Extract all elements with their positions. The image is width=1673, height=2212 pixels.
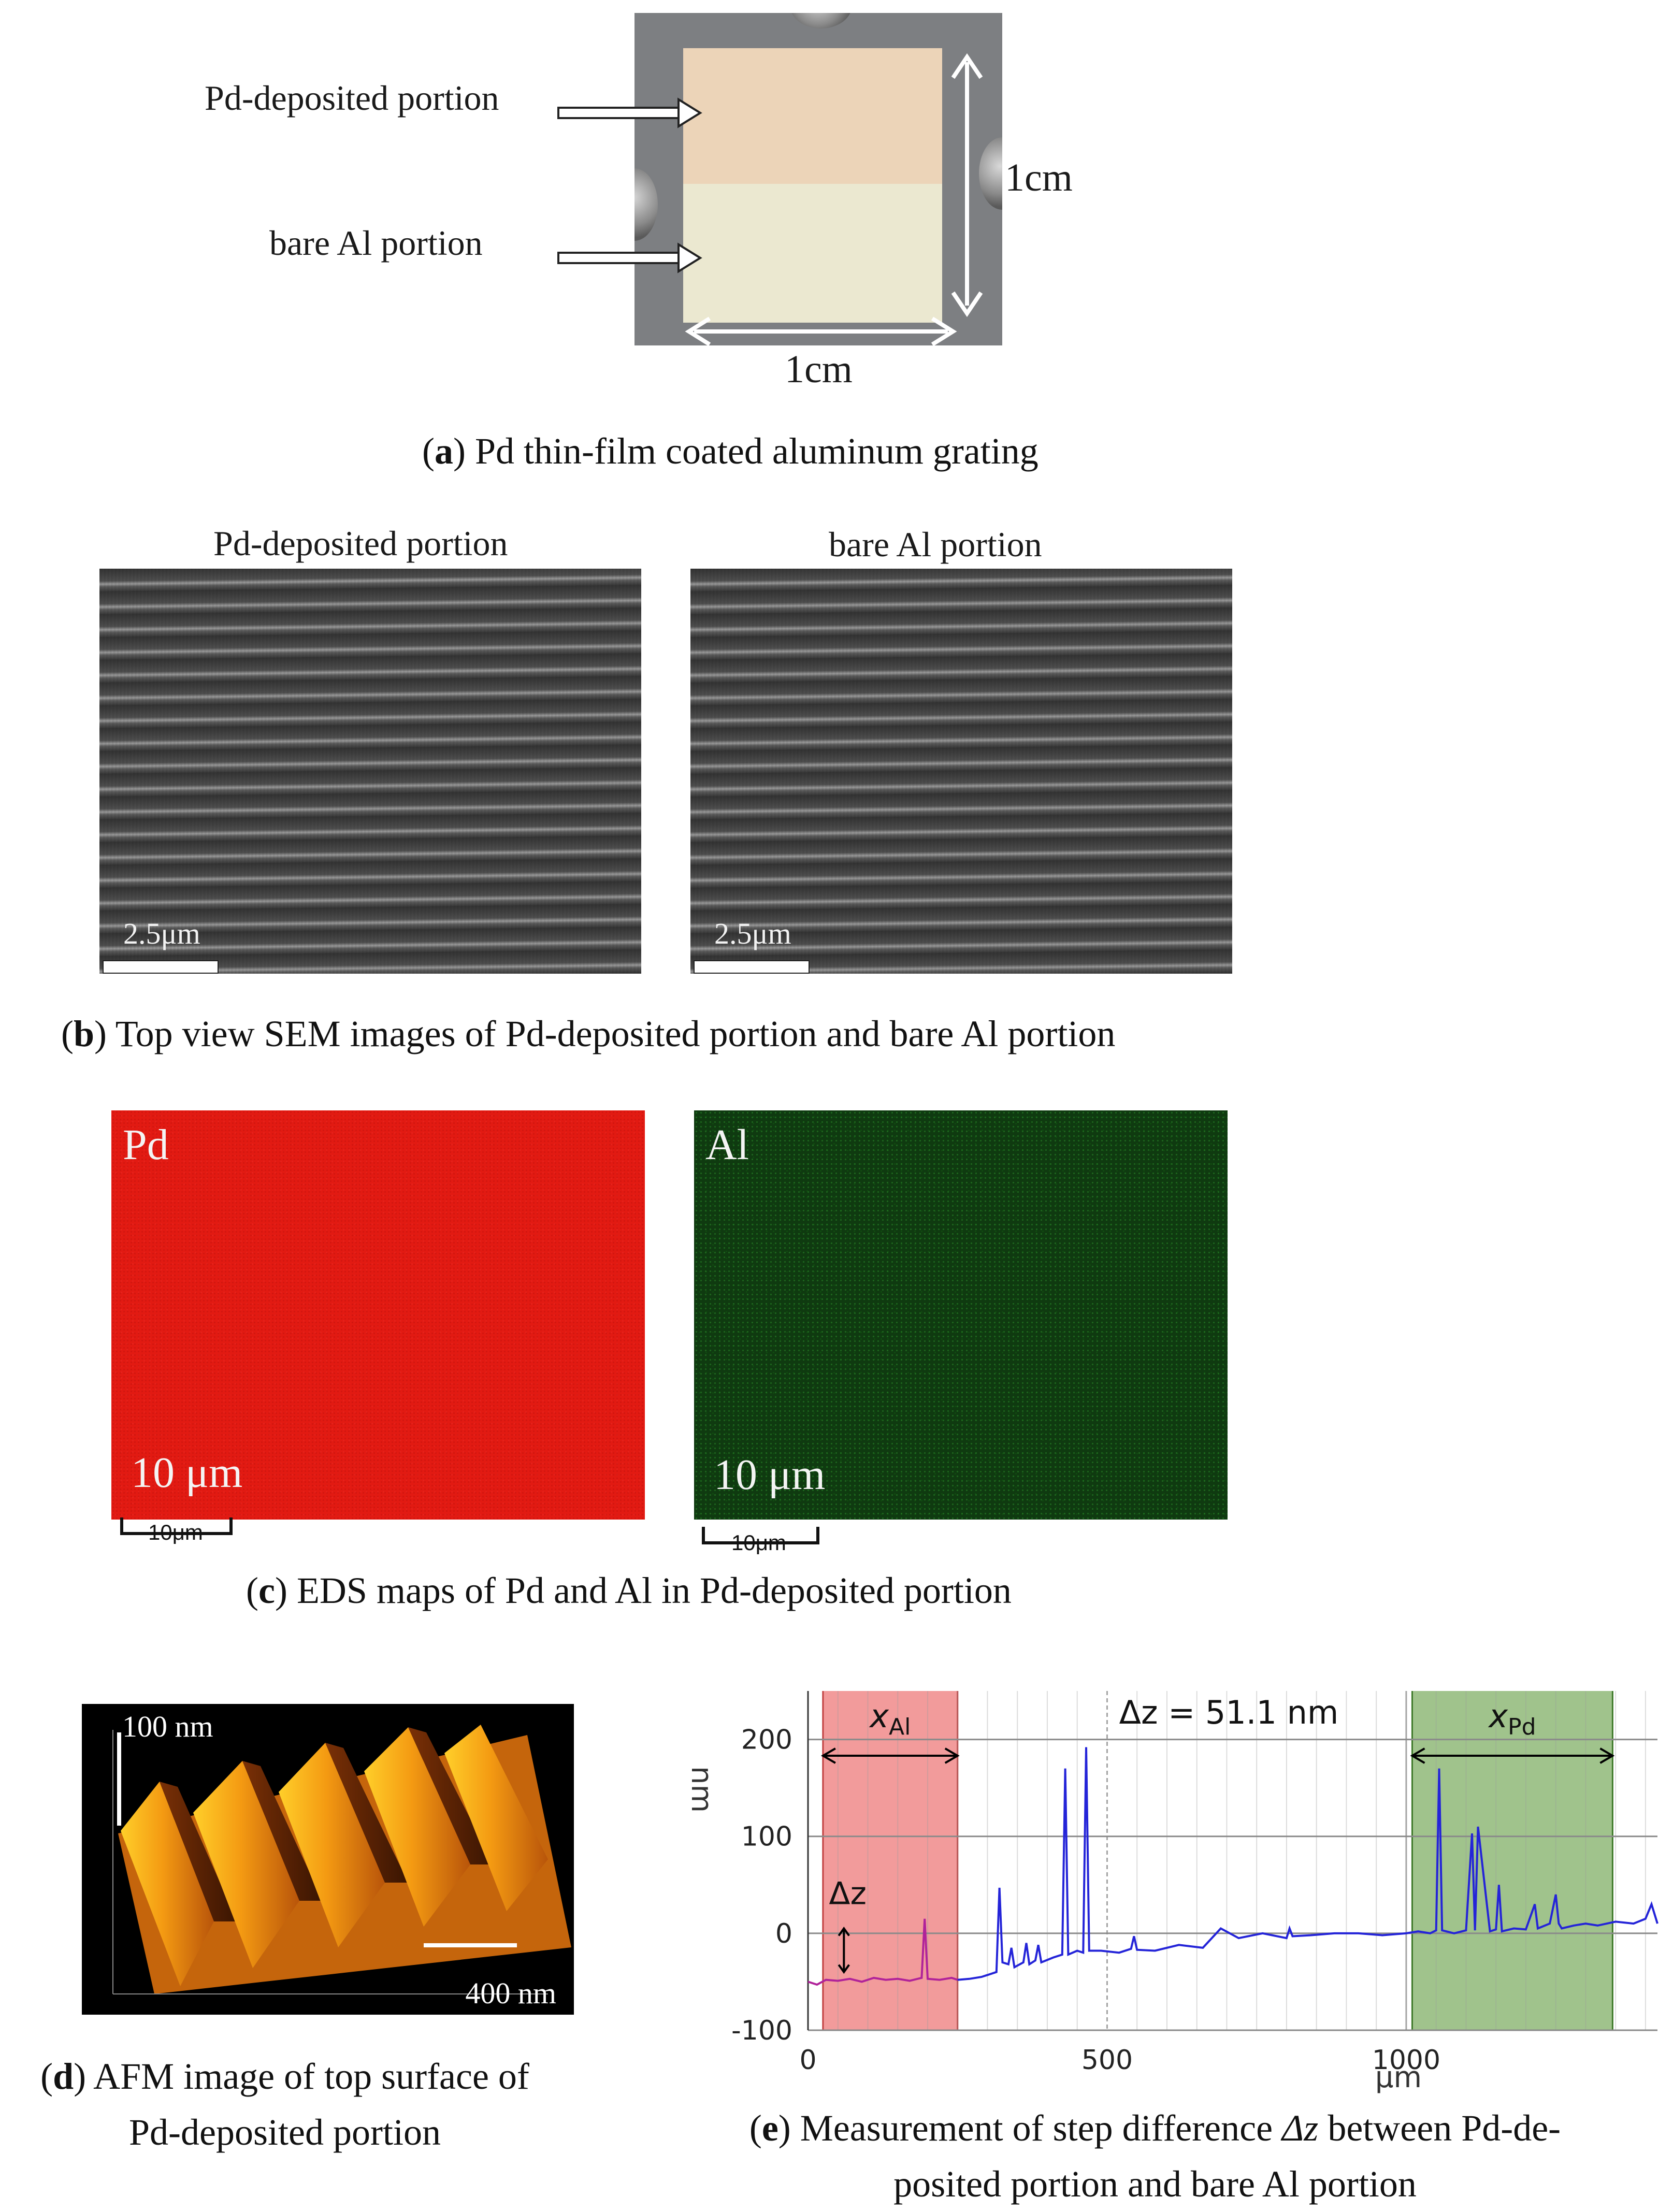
afm-length-label: 400 nm: [465, 1976, 556, 2010]
x-axis-label: μm: [1375, 2061, 1422, 2094]
sem-image-pd: 2.5μm: [99, 569, 641, 974]
caption-letter: c: [258, 1570, 275, 1611]
caption-text: Top view SEM images of Pd-deposited port…: [115, 1013, 1116, 1054]
arrow-head: [838, 1964, 850, 1974]
x-al-span-arrow: [820, 1747, 960, 1764]
caption-c: (c) EDS maps of Pd and Al in Pd-deposite…: [246, 1570, 1012, 1611]
label-bare-al: bare Al portion: [269, 223, 483, 263]
arrow-head: [1599, 1747, 1615, 1764]
caption-a: (a) Pd thin-film coated aluminum grating: [422, 430, 1039, 472]
pointer-arrow-pd: [557, 97, 702, 128]
caption-line: AFM image of top surface of: [93, 2056, 529, 2097]
afm-image: 100 nm 400 nm: [82, 1704, 574, 2015]
eds-map-al: Al 10 μm: [694, 1110, 1228, 1520]
sem-image-al: 2.5μm: [690, 569, 1232, 974]
eds-scale-bar: [120, 1517, 233, 1535]
caption-text: Pd thin-film coated aluminum grating: [474, 430, 1039, 472]
sem-scale-bar: [694, 960, 810, 974]
caption-letter: a: [434, 430, 453, 472]
eds-scale-label: 10 μm: [714, 1451, 826, 1499]
x-pd-span-arrow: [1410, 1747, 1615, 1764]
delta-z-arrow: [838, 1927, 850, 1974]
dimension-arrow-horizontal: [685, 316, 957, 346]
y-tick-label: -100: [731, 2015, 792, 2046]
arrow-head: [820, 1747, 836, 1764]
caption-d: (d) AFM image of top surface of Pd-depos…: [40, 2056, 529, 2153]
shaded-region-pd: [1412, 1691, 1613, 2030]
afm-ridges: [121, 1725, 548, 1986]
y-axis-label: nm: [685, 1766, 718, 1813]
eds-element-label: Al: [705, 1121, 749, 1169]
arrow-head: [944, 1747, 960, 1764]
bare-al-region: [683, 184, 942, 323]
label-pd-deposited: Pd-deposited portion: [205, 78, 499, 118]
eds-element-label: Pd: [123, 1121, 169, 1169]
x-tick-label: 0: [799, 2045, 816, 2076]
delta-z-annotation: Δz = 51.1 nm: [1119, 1694, 1339, 1731]
dimension-arrow-vertical: [951, 53, 983, 317]
sem-scale-bar: [103, 960, 219, 974]
caption-line: between Pd-de-: [1328, 2107, 1561, 2149]
sem-title-right: bare Al portion: [829, 525, 1042, 564]
caption-letter: b: [73, 1013, 95, 1054]
y-tick-label: 100: [741, 1821, 792, 1853]
x-tick-label: 500: [1081, 2045, 1133, 2076]
dim-label-vertical: 1cm: [1005, 156, 1073, 199]
caption-line: posited portion and bare Al portion: [893, 2163, 1417, 2205]
dim-label-horizontal: 1cm: [785, 348, 853, 391]
afm-surface: [112, 1725, 571, 1994]
delta-z-small-label: Δz: [829, 1876, 867, 1912]
y-tick-label: 0: [775, 1918, 792, 1949]
eds-scale-bar-label: 10μm: [731, 1530, 786, 1555]
eds-map-pd: Pd 10 μm: [111, 1110, 645, 1520]
chart-series: [807, 1747, 1658, 1986]
series-line: [957, 1747, 1658, 1981]
subscript: Al: [889, 1714, 911, 1740]
caption-line: Pd-deposited portion: [129, 2112, 441, 2153]
sem-title-left: Pd-deposited portion: [213, 524, 508, 563]
chart-grid: [807, 1691, 1657, 2031]
arrow-head: [838, 1927, 850, 1936]
pointer-arrow-al: [557, 242, 702, 273]
caption-letter: d: [53, 2056, 74, 2097]
shaded-region-al: [823, 1691, 958, 2030]
eds-scale-bar-label: 10μm: [148, 1520, 203, 1544]
sem-scale-label: 2.5μm: [123, 917, 200, 950]
afm-height-label: 100 nm: [122, 1710, 213, 1743]
y-tick-label: 200: [741, 1725, 792, 1756]
photo-annotations: [557, 53, 983, 346]
caption-text: EDS maps of Pd and Al in Pd-deposited po…: [296, 1570, 1012, 1611]
pd-deposited-region: [683, 48, 942, 184]
caption-symbol: Δz: [1282, 2107, 1319, 2149]
sem-scale-label: 2.5μm: [714, 917, 791, 950]
caption-e: (e) Measurement of step difference Δz be…: [749, 2107, 1561, 2205]
sample-photo: [634, 13, 1002, 345]
eds-scale-label: 10 μm: [131, 1449, 243, 1497]
series-line: [807, 1918, 958, 1986]
x-tick-label: 1000: [1372, 2045, 1440, 2076]
caption-letter: e: [761, 2107, 778, 2149]
caption-line: Measurement of step difference: [800, 2107, 1273, 2149]
caption-b: (b) Top view SEM images of Pd-deposited …: [61, 1013, 1116, 1054]
subscript: Pd: [1508, 1714, 1536, 1740]
eds-scale-bar: [702, 1527, 819, 1544]
chart-regions: [822, 1691, 1613, 2030]
arrow-head: [1410, 1747, 1425, 1764]
